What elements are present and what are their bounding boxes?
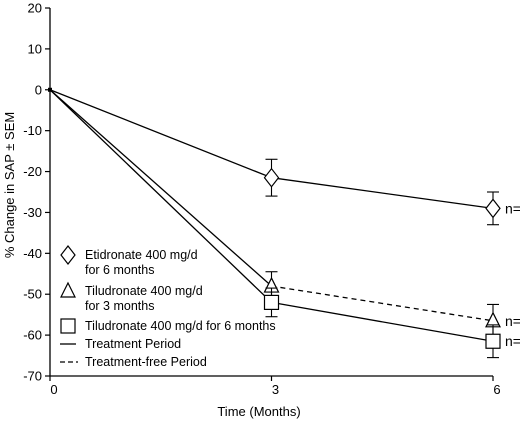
series-line-segment <box>49 89 272 179</box>
series-line-segment <box>49 89 272 303</box>
y-tick-label: -40 <box>23 246 42 261</box>
legend-item: Tiludronate 400 mg/d for 6 months <box>60 318 276 334</box>
legend-label: Treatment Period <box>85 337 181 351</box>
sample-size-label: n=66 <box>505 333 520 349</box>
data-point-diamond <box>485 198 501 219</box>
legend-label: for 6 months <box>85 263 154 277</box>
series-line-segment <box>49 89 272 287</box>
series-line-segment <box>271 301 494 342</box>
y-tick-label: -30 <box>23 205 42 220</box>
series-line-segment <box>271 285 494 322</box>
x-tick-label: 0 <box>50 382 57 397</box>
y-tick-label: -10 <box>23 123 42 138</box>
x-axis-title: Time (Months) <box>217 404 300 419</box>
axes: 20 10 0 -10 -20 -30 -40 -50 -60 -70 0 3 6 <box>23 1 500 398</box>
legend-label: Tiludronate 400 mg/d <box>85 284 203 298</box>
sample-size-label: n=67 <box>505 313 520 329</box>
y-tick-label: -70 <box>23 369 42 384</box>
x-tick-label: 6 <box>493 382 500 397</box>
y-tick-label: -50 <box>23 287 42 302</box>
data-point-diamond <box>263 167 280 188</box>
y-tick-label: -60 <box>23 328 42 343</box>
legend-item: Treatment Period <box>60 337 181 351</box>
series-3: n=66 <box>49 89 520 359</box>
legend-label: Treatment-free Period <box>85 355 207 369</box>
series-1: n=75 <box>49 89 520 226</box>
legend-label: Tiludronate 400 mg/d for 6 months <box>85 319 276 333</box>
legend-marker-triangle <box>60 281 76 298</box>
x-tick-label: 3 <box>272 382 279 397</box>
legend-label: Etidronate 400 mg/d <box>85 248 198 262</box>
y-tick-label: -20 <box>23 164 42 179</box>
y-tick-label: 10 <box>28 41 42 56</box>
legend-item: Treatment-free Period <box>60 355 207 369</box>
series-line-segment <box>271 177 494 209</box>
sample-size-label: n=75 <box>505 200 520 216</box>
series-layer: n=75 n=67 n=66 <box>48 87 520 359</box>
legend-marker-square <box>60 318 76 334</box>
y-axis-title: % Change in SAP ± SEM <box>2 112 17 258</box>
legend-label: for 3 months <box>85 299 154 313</box>
data-point-square <box>263 294 280 310</box>
data-point-square <box>485 333 501 349</box>
legend-marker-diamond <box>60 245 76 265</box>
y-tick-label: 0 <box>35 82 42 97</box>
y-tick-label: 20 <box>28 1 42 16</box>
